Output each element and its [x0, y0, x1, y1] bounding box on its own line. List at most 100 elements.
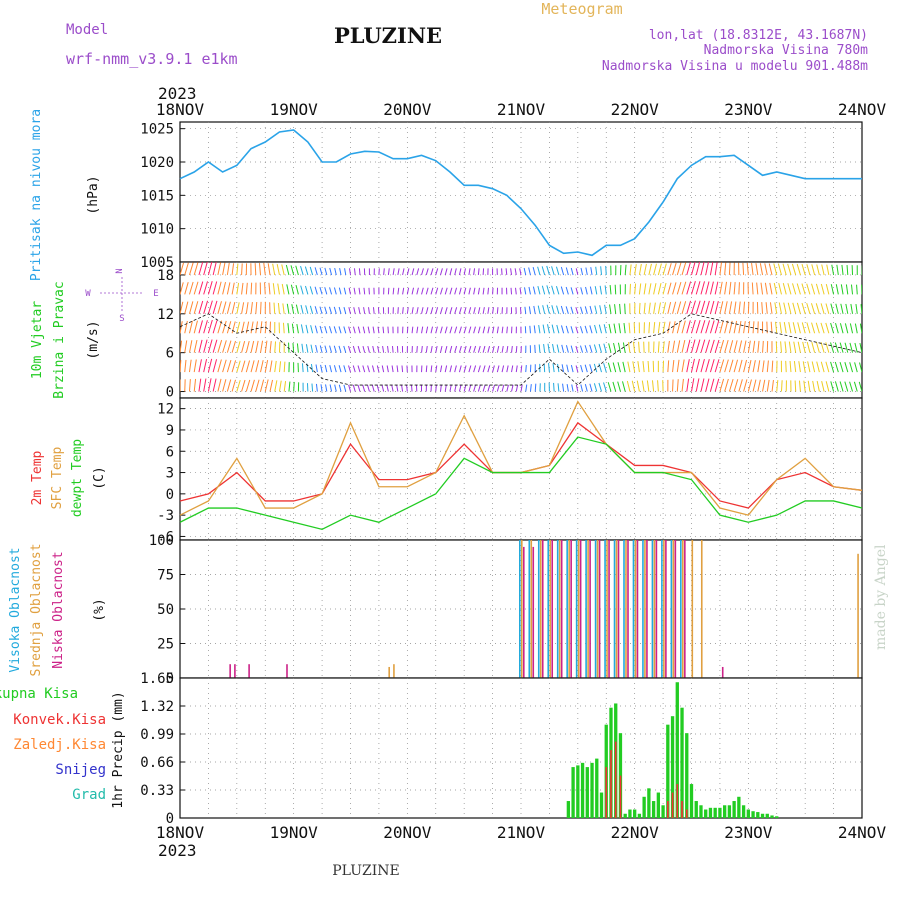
y-tick-label: -3: [157, 508, 174, 524]
cloud-mid-bar: [578, 540, 580, 678]
cloud-mid-bar: [521, 540, 523, 678]
compass-rose-icon: N W E S: [85, 268, 158, 324]
wind-arrow: [373, 307, 374, 314]
precip-total-bar: [685, 733, 688, 818]
precip-total-bar: [571, 767, 574, 818]
cloud-high-bar: [519, 540, 521, 678]
cloud-high-bar: [614, 540, 616, 678]
cloud-mid-bar: [388, 667, 390, 678]
model-elevation-label: Nadmorska Visina u modelu 901.488m: [602, 59, 868, 74]
wind-ylabel-1: 10m Vjetar: [30, 301, 45, 379]
cloud-mid-bar: [663, 540, 665, 678]
y-tick-label: 6: [166, 346, 174, 362]
precip-total-bar: [775, 816, 778, 818]
wind-arrow: [511, 288, 512, 295]
wind-arrow: [284, 362, 285, 372]
wind-arrow: [426, 365, 427, 372]
cloud-low-ylabel: Niska Oblacnost: [51, 551, 66, 668]
cloud-low-bar: [523, 547, 525, 678]
y-tick-label: 1.32: [140, 699, 174, 715]
product-title: Meteogram: [541, 0, 622, 18]
precip-conv-bar: [676, 784, 678, 818]
legend-conv: Konvek.Kisa: [13, 712, 106, 728]
precip-conv-bar: [667, 801, 669, 818]
time-tick-label-top: 20NOV: [383, 100, 432, 119]
precip-total-bar: [661, 805, 664, 818]
precip-total-bar: [642, 797, 645, 818]
time-tick-label-top: 24NOV: [838, 100, 887, 119]
cloud-high-bar: [576, 540, 578, 678]
pressure-unit: (hPa): [86, 175, 101, 214]
cloud-mid-bar: [549, 540, 551, 678]
cloud-high-bar: [595, 540, 597, 678]
precip-total-bar: [595, 759, 598, 818]
time-tick-label-top: 18NOV: [156, 100, 205, 119]
precip-total-bar: [652, 801, 655, 818]
legend-total: Ukupna Kisa: [0, 686, 78, 702]
wind-arrow: [615, 285, 616, 295]
precip-total-bar: [737, 797, 740, 818]
cloud-low-bar: [665, 540, 667, 678]
y-tick-label: 0.33: [140, 783, 174, 799]
y-tick-label: 0.99: [140, 727, 174, 743]
wind-arrow: [729, 263, 730, 275]
wind-arrow: [554, 383, 555, 392]
y-tick-label: 12: [157, 402, 174, 418]
wind-arrow: [739, 282, 740, 294]
precip-total-bar: [624, 814, 627, 818]
precip-conv-bar: [672, 793, 674, 818]
cloud-high-ylabel: Visoka Oblacnost: [8, 547, 23, 672]
precip-total-bar: [723, 805, 726, 818]
y-tick-label: 3: [166, 466, 174, 482]
dewpt-ylabel: dewpt Temp: [70, 439, 85, 517]
y-tick-label: 0: [166, 385, 174, 401]
wind-arrow: [384, 268, 385, 275]
cloud-mid-bar: [635, 540, 637, 678]
y-tick-label: 1025: [140, 122, 174, 138]
precip-total-bar: [728, 805, 731, 818]
time-tick-label-top: 23NOV: [724, 100, 773, 119]
cloud-low-bar: [286, 664, 288, 678]
wind-arrow: [748, 302, 749, 314]
wind-arrow: [506, 268, 507, 275]
cloud-high-bar: [538, 540, 540, 678]
wind-arrow: [497, 307, 498, 314]
precip-total-bar: [695, 801, 698, 818]
wind-arrow: [649, 322, 650, 333]
precip-total-bar: [628, 810, 631, 818]
time-tick-label-bottom: 21NOV: [497, 823, 546, 842]
wind-arrow: [411, 385, 412, 392]
time-tick-label-top: 19NOV: [270, 100, 319, 119]
cloud-mid-bar: [682, 540, 684, 678]
wind-arrow: [530, 326, 531, 333]
precip-total-bar: [600, 793, 603, 818]
wind-arrow: [673, 380, 674, 392]
svg-text:S: S: [119, 314, 124, 324]
cloud-low-bar: [542, 540, 544, 678]
cloud-low-bar: [248, 664, 250, 678]
model-name: wrf-nmm_v3.9.1 e1km: [66, 50, 238, 68]
wind-arrow: [516, 346, 517, 353]
cloud-low-bar: [675, 540, 677, 678]
cloud-mid-bar: [673, 540, 675, 678]
cloud-mid-bar: [625, 540, 627, 678]
wind-arrow: [606, 266, 607, 275]
cloud-low-bar: [234, 664, 236, 678]
y-tick-label: 1.65: [140, 671, 174, 687]
y-tick-label: 1015: [140, 188, 174, 204]
wind-arrow: [383, 327, 384, 334]
cloud-low-bar: [570, 540, 572, 678]
y-tick-label: 75: [157, 568, 174, 584]
wind-arrow: [507, 327, 508, 334]
precip-total-bar: [567, 801, 570, 818]
y-tick-label: 0: [166, 487, 174, 503]
cloud-mid-bar: [616, 540, 618, 678]
wind-arrow: [478, 268, 479, 275]
wind-arrow: [417, 346, 418, 353]
precip-total-bar: [647, 788, 650, 818]
